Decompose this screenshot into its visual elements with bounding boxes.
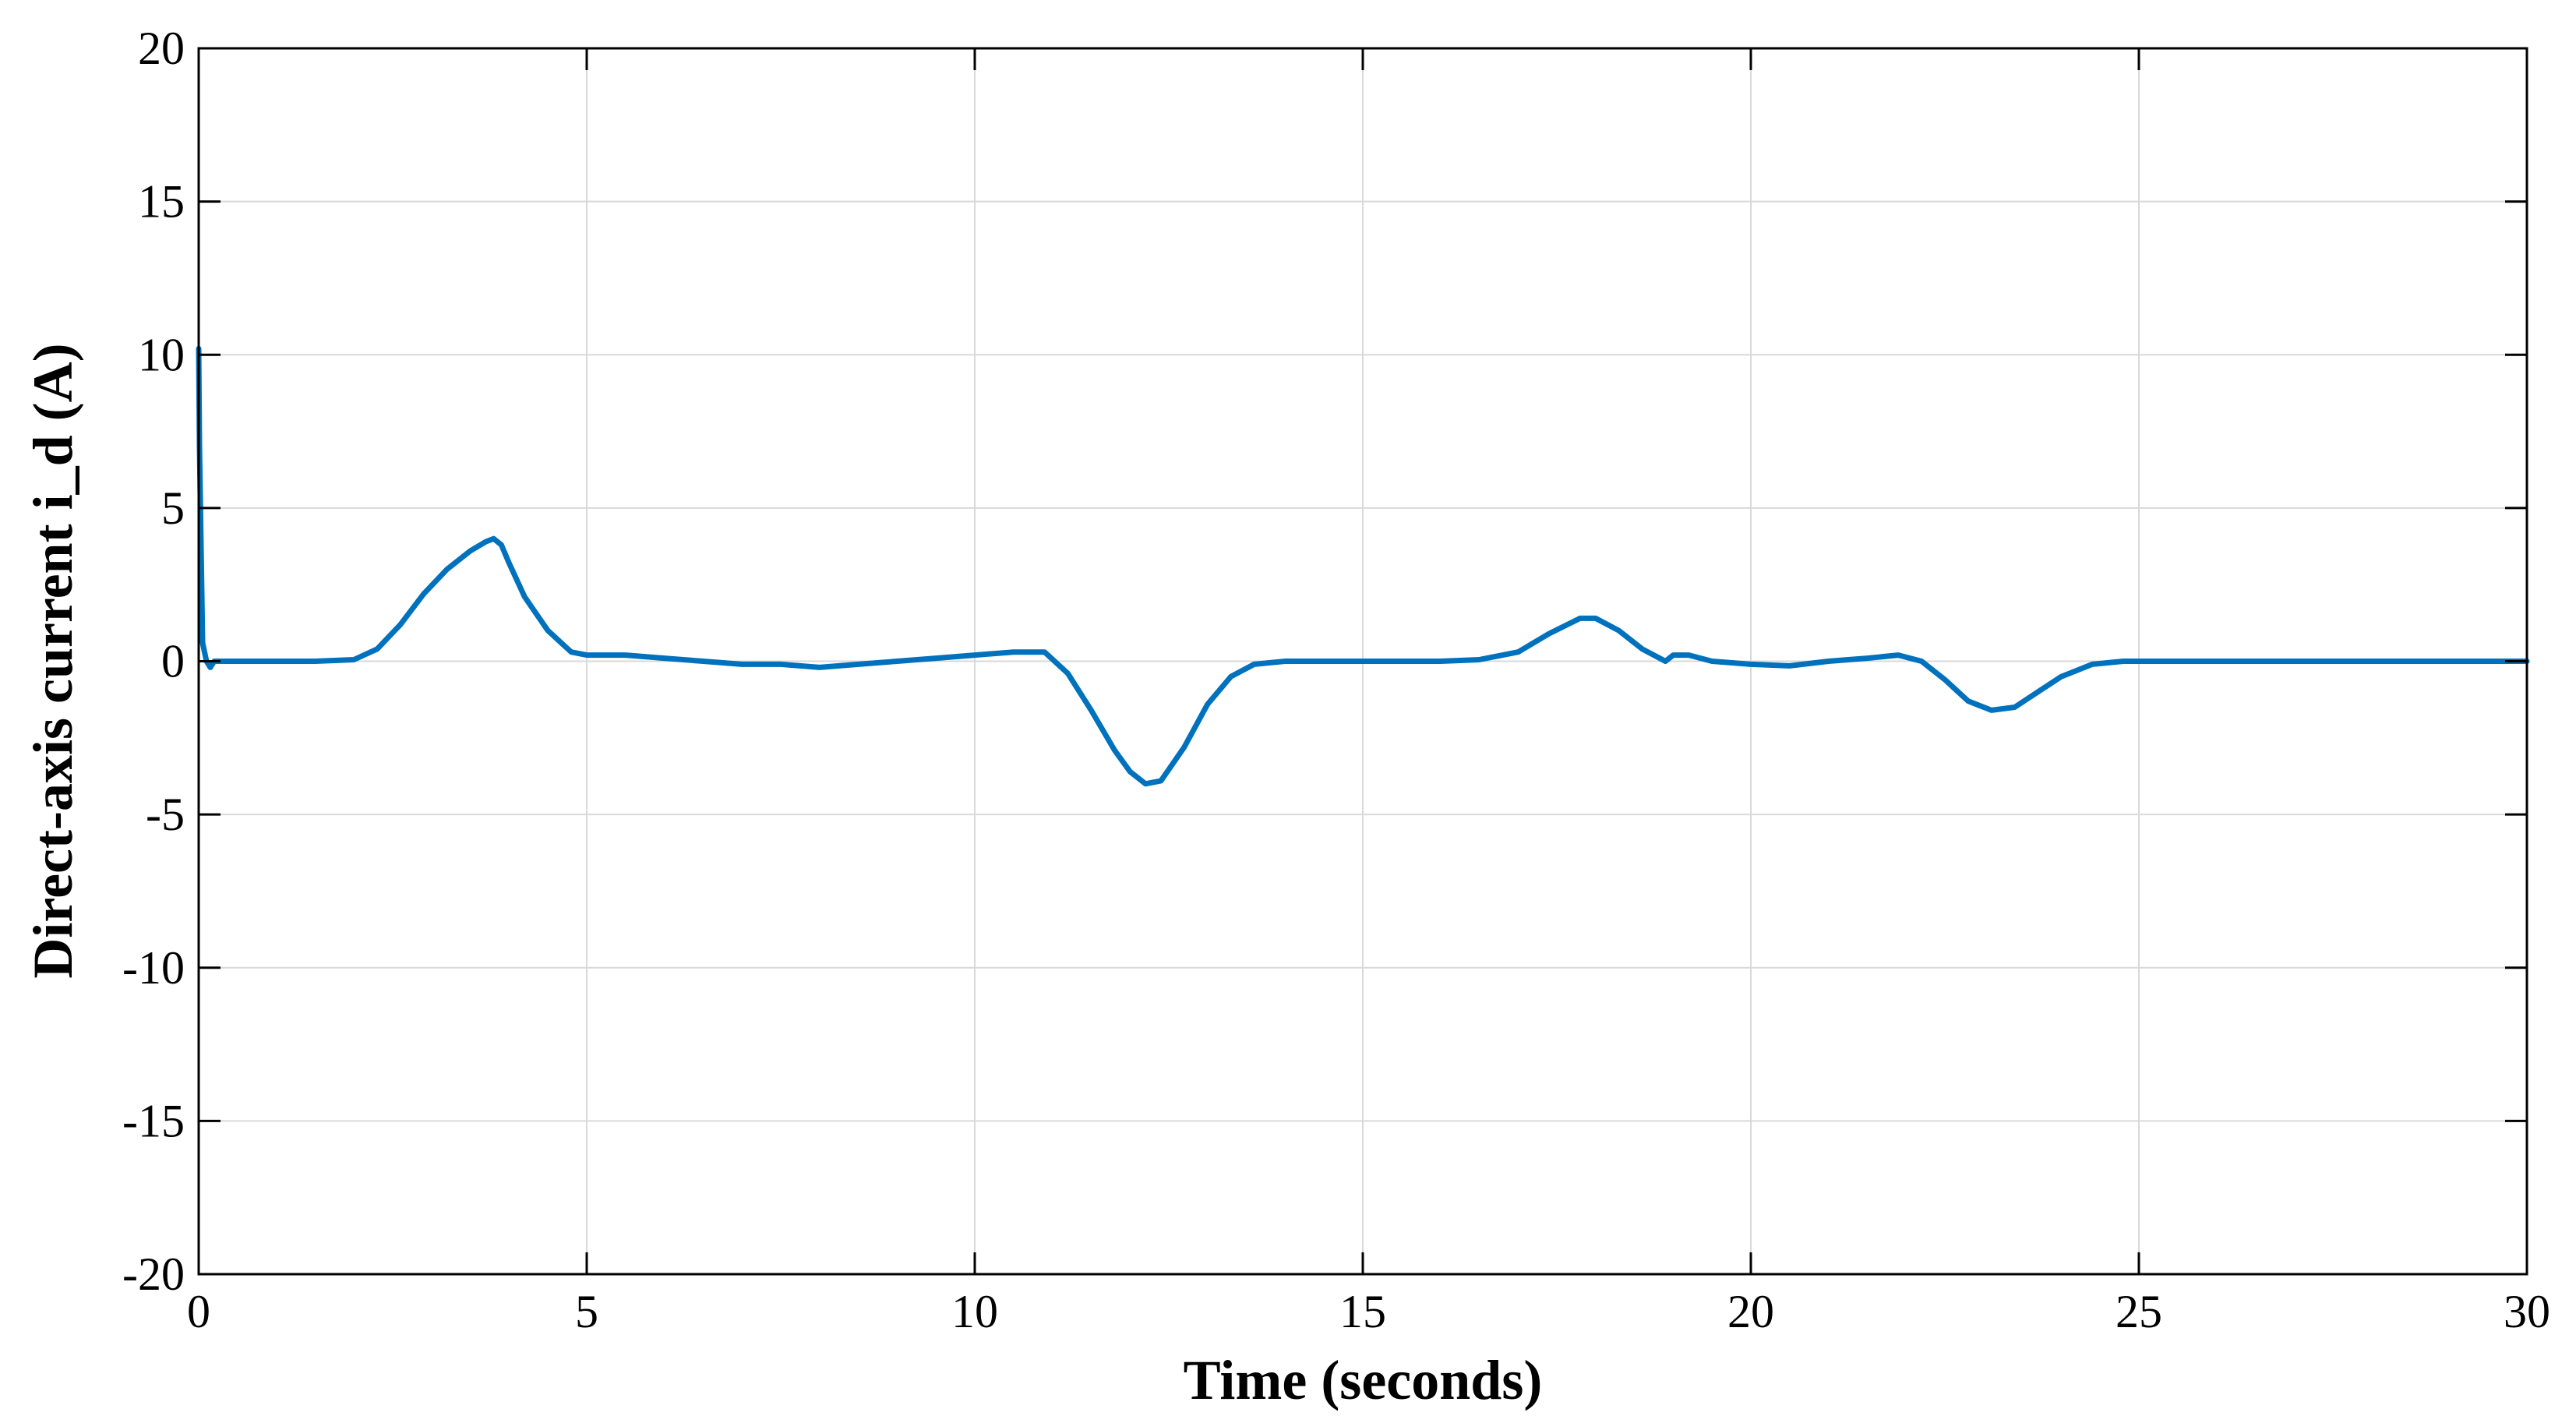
y-axis-title: Direct-axis current i_d (A) <box>22 343 84 978</box>
y-tick-label: -15 <box>122 1095 185 1146</box>
x-tick-label: 5 <box>575 1286 598 1337</box>
x-axis-title: Time (seconds) <box>1184 1349 1543 1411</box>
x-tick-label: 25 <box>2115 1286 2162 1337</box>
x-tick-label: 0 <box>187 1286 210 1337</box>
x-tick-label: 10 <box>951 1286 998 1337</box>
y-tick-label: 5 <box>161 482 185 534</box>
y-tick-label: -20 <box>122 1248 185 1300</box>
series-layer <box>196 345 2530 787</box>
x-tick-labels: 0 5 10 15 20 25 30 <box>187 1286 2550 1337</box>
plot-frame <box>197 47 2528 1276</box>
y-tick-label: -10 <box>122 942 185 994</box>
x-tick-label: 15 <box>1339 1286 1386 1337</box>
y-tick-label: 15 <box>138 176 185 228</box>
x-tick-label: 20 <box>1727 1286 1774 1337</box>
y-tick-label: -5 <box>146 789 185 840</box>
y-tick-label: 0 <box>161 636 185 687</box>
series-line <box>196 345 2530 787</box>
y-tick-label: 20 <box>138 23 185 74</box>
x-tick-label: 30 <box>2504 1286 2550 1337</box>
y-tick-labels: 20 15 10 5 0 -5 -10 -15 -20 <box>122 23 185 1300</box>
y-tick-label: 10 <box>138 329 185 380</box>
